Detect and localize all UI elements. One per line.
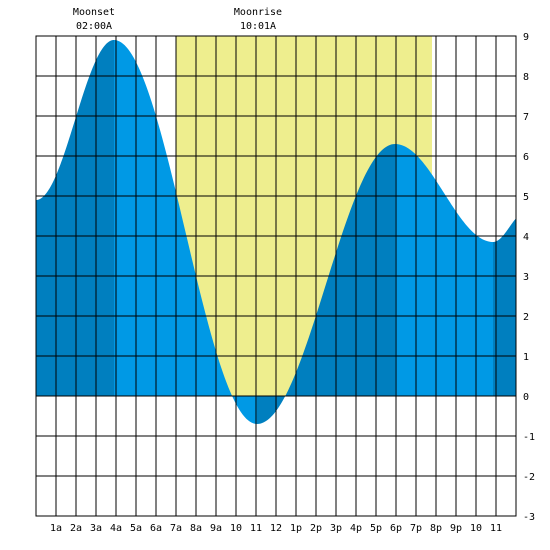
moonset-time: 02:00A: [76, 21, 112, 32]
y-tick-label: 8: [523, 72, 529, 83]
tide-segment-3: [257, 144, 395, 424]
x-tick-label: 4a: [110, 523, 122, 534]
y-tick-label: -1: [523, 432, 535, 443]
tide-segment-2: [114, 40, 257, 424]
x-tick-label: 2a: [70, 523, 82, 534]
moonrise-time: 10:01A: [240, 21, 276, 32]
x-tick-label: 9a: [210, 523, 222, 534]
x-tick-label: 2p: [310, 523, 322, 534]
x-tick-label: 11: [250, 523, 262, 534]
y-tick-label: 7: [523, 112, 529, 123]
x-tick-label: 5p: [370, 523, 382, 534]
x-tick-label: 1a: [50, 523, 62, 534]
y-tick-label: 6: [523, 152, 529, 163]
x-tick-label: 10: [470, 523, 482, 534]
tide-area-group: [36, 40, 516, 424]
x-tick-label: 5a: [130, 523, 142, 534]
y-tick-label: 4: [523, 232, 529, 243]
x-tick-label: 12: [270, 523, 282, 534]
x-tick-label: 1p: [290, 523, 302, 534]
y-tick-label: -3: [523, 512, 535, 523]
tide-segment-5: [493, 218, 516, 396]
x-tick-label: 7a: [170, 523, 182, 534]
moonrise-label: Moonrise: [234, 7, 282, 18]
y-tick-label: 0: [523, 392, 529, 403]
grid-group: [35, 35, 517, 517]
x-tick-label: 4p: [350, 523, 362, 534]
plot-frame: [35, 35, 517, 517]
x-tick-label: 7p: [410, 523, 422, 534]
x-tick-label: 11: [490, 523, 502, 534]
x-tick-label: 3a: [90, 523, 102, 534]
y-tick-label: 2: [523, 312, 529, 323]
moonset-label: Moonset: [73, 7, 115, 18]
x-tick-label: 10: [230, 523, 242, 534]
x-tick-label: 6p: [390, 523, 402, 534]
y-tick-label: -2: [523, 472, 535, 483]
y-tick-label: 5: [523, 192, 529, 203]
y-tick-label: 1: [523, 352, 529, 363]
tide-segment-4: [395, 144, 493, 396]
x-tick-label: 8p: [430, 523, 442, 534]
y-tick-label: 3: [523, 272, 529, 283]
y-tick-label: 9: [523, 32, 529, 43]
label-group: Moonset 02:00A Moonrise 10:01A 1a 2a 3a 4a 5…: [50, 7, 535, 534]
x-tick-label: 3p: [330, 523, 342, 534]
x-tick-label: 6a: [150, 523, 162, 534]
x-tick-label: 8a: [190, 523, 202, 534]
x-tick-label: 9p: [450, 523, 462, 534]
